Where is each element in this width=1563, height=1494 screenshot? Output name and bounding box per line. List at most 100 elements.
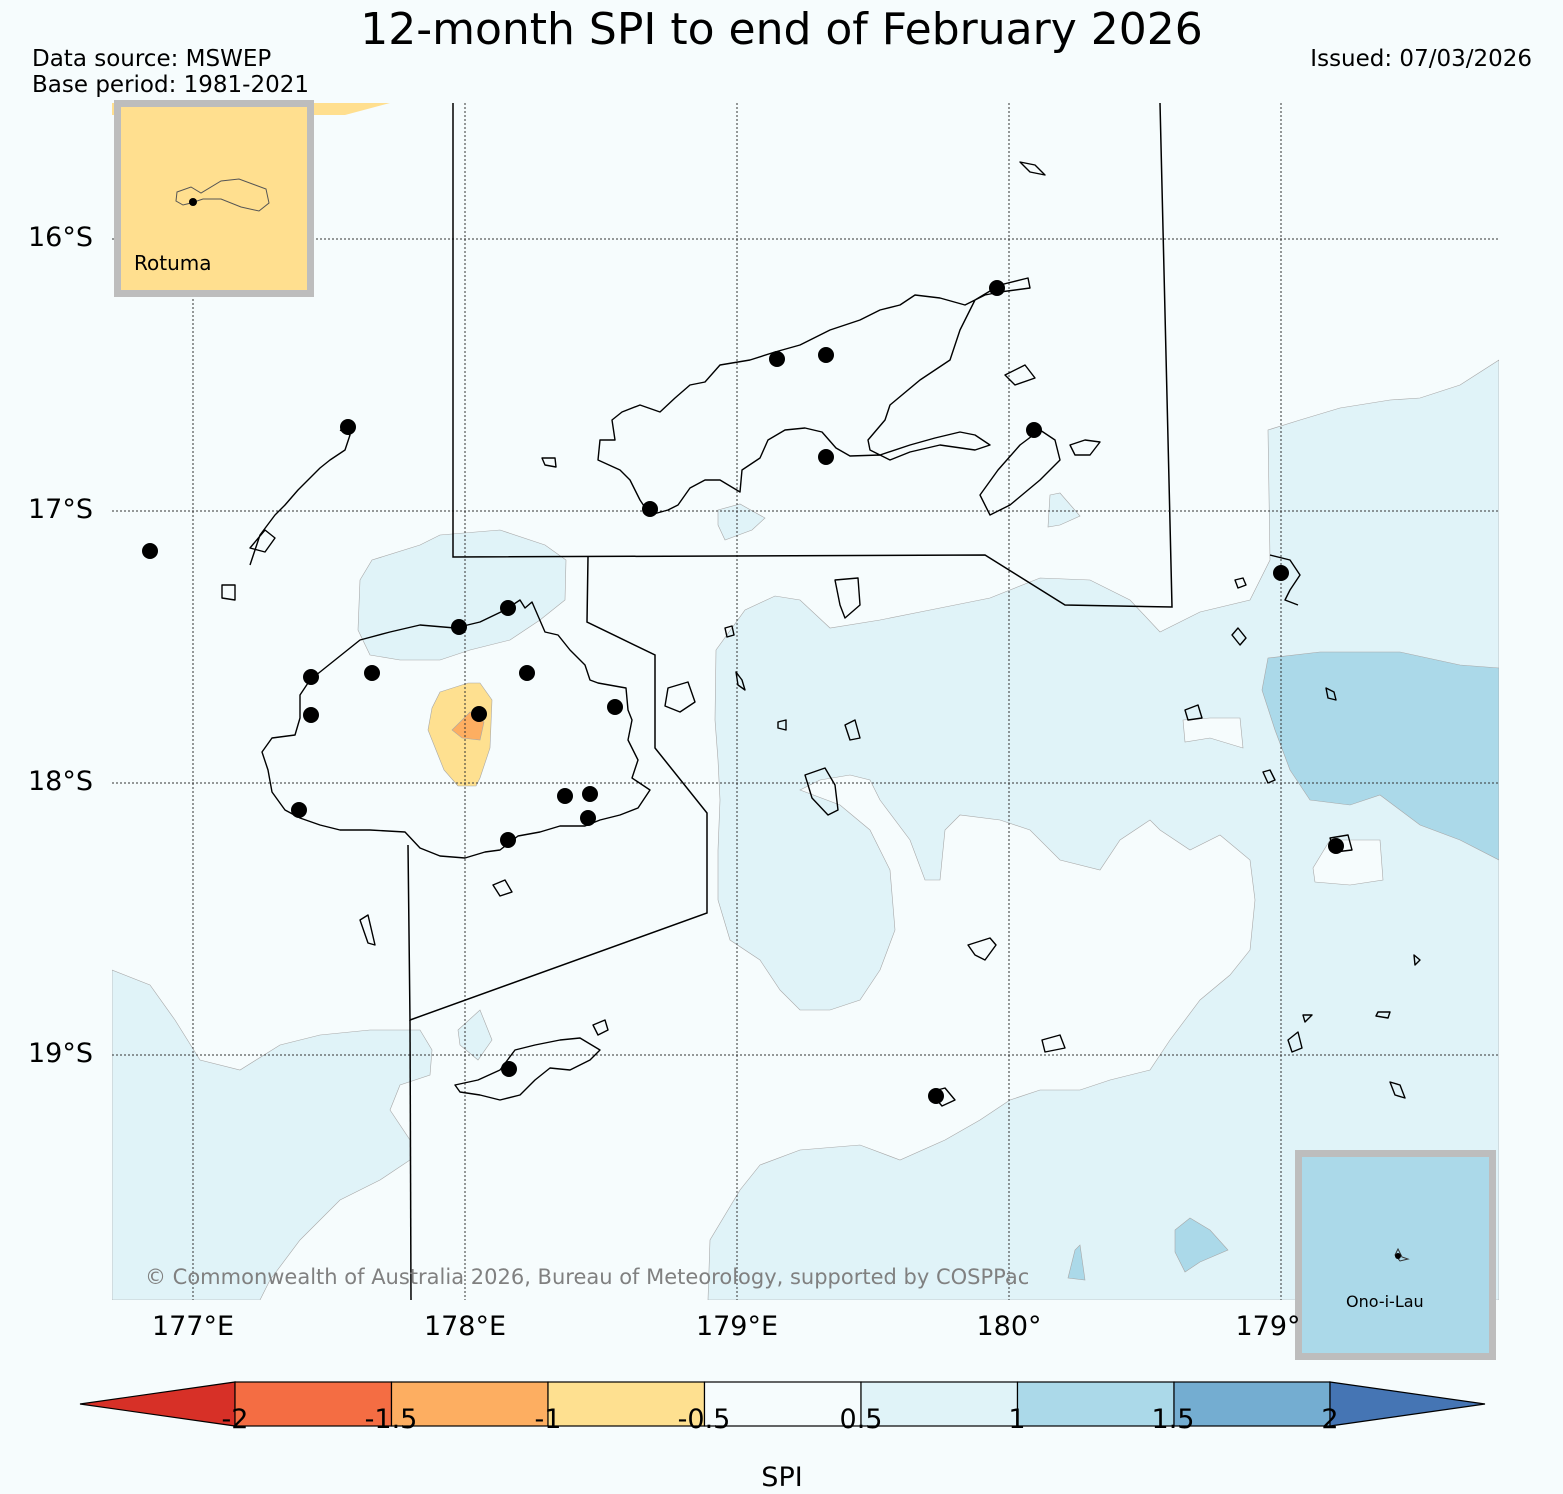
colorbar-bin xyxy=(390,1381,549,1427)
station-marker xyxy=(582,786,598,802)
colorbar-bin xyxy=(860,1381,1019,1427)
region-hole-1 xyxy=(1182,717,1244,749)
station-marker xyxy=(364,665,380,681)
rotuma-island-outline xyxy=(175,178,270,212)
division-boundaries xyxy=(407,103,1173,1300)
colorbar-tick: 1 xyxy=(1008,1404,1026,1435)
coast-taveuni xyxy=(979,429,1061,516)
station-marker xyxy=(142,543,158,559)
coast-islet-4 xyxy=(1004,364,1036,386)
station-markers xyxy=(142,280,1344,1104)
coast-islet-8 xyxy=(1287,1031,1303,1053)
coast-islet-3 xyxy=(1069,439,1101,456)
coast-islet-10 xyxy=(1325,687,1337,701)
coast-islet-5 xyxy=(221,584,236,601)
colorbar-tick: -2 xyxy=(221,1404,249,1435)
station-marker xyxy=(1026,422,1042,438)
colorbar-bin xyxy=(547,1381,706,1427)
coast-islet-9 xyxy=(1389,1081,1406,1099)
station-marker xyxy=(500,832,516,848)
lon-label: 178°E xyxy=(423,1311,507,1342)
coast-islet-14 xyxy=(1302,1014,1313,1023)
coast-vatulele xyxy=(359,914,376,946)
coast-islet-7 xyxy=(592,1019,609,1036)
lon-label: 177°E xyxy=(151,1311,235,1342)
coast-islet-6 xyxy=(735,671,746,691)
spi-wet-medium-regions xyxy=(1067,651,1499,1281)
colorbar-bin xyxy=(234,1381,393,1427)
region-far-east-wet xyxy=(1261,651,1499,861)
colorbar-tick: 2 xyxy=(1321,1404,1339,1435)
coast-yasawa xyxy=(249,429,351,566)
station-marker xyxy=(557,788,573,804)
colorbar-bin xyxy=(703,1381,862,1427)
station-marker xyxy=(1328,838,1344,854)
station-marker xyxy=(642,501,658,517)
ono-i-lau-inset: Ono-i-Lau xyxy=(1295,1150,1496,1360)
colorbar-tick: -1 xyxy=(534,1404,562,1435)
lat-label: 19°S xyxy=(28,1038,93,1069)
coast-islet-2 xyxy=(1019,161,1046,176)
station-marker xyxy=(928,1088,944,1104)
region-koro-patch xyxy=(717,503,766,541)
coast-totoya xyxy=(1041,1034,1066,1053)
coast-islet-15 xyxy=(1234,577,1247,589)
station-marker xyxy=(580,810,596,826)
coastlines xyxy=(221,161,1421,1107)
coast-islet-12 xyxy=(1413,954,1421,966)
coast-batiki xyxy=(844,719,861,741)
coast-naitauba xyxy=(1184,704,1203,721)
lon-label: 179° xyxy=(1235,1311,1301,1342)
lat-label: 16°S xyxy=(28,222,93,253)
graticule xyxy=(112,103,1499,1300)
coast-gau xyxy=(804,767,839,816)
coast-cicia xyxy=(1231,627,1247,646)
station-marker xyxy=(818,449,834,465)
coast-islet-1 xyxy=(541,457,557,468)
region-kadavu-patch xyxy=(457,1009,493,1061)
lat-label: 18°S xyxy=(28,766,93,797)
station-marker xyxy=(291,802,307,818)
base-period-text: Base period: 1981-2021 xyxy=(32,72,310,98)
coast-islet-16 xyxy=(724,625,735,638)
data-source-block: Data source: MSWEP Base period: 1981-202… xyxy=(32,46,309,98)
coast-ovalau xyxy=(664,681,696,713)
station-marker xyxy=(818,347,834,363)
coast-beqa xyxy=(492,879,513,897)
colorbar-tick: -0.5 xyxy=(677,1404,731,1435)
station-marker xyxy=(340,419,356,435)
station-marker xyxy=(471,706,487,722)
lon-label: 180° xyxy=(976,1311,1042,1342)
region-lau-patch xyxy=(1047,492,1081,528)
rotuma-label: Rotuma xyxy=(134,251,212,275)
coast-koro xyxy=(834,577,861,619)
colorbar-tick: 0.5 xyxy=(839,1404,883,1435)
colorbar-extend-high xyxy=(1329,1381,1486,1427)
issued-date: Issued: 07/03/2026 xyxy=(1310,46,1532,72)
coast-islet-13 xyxy=(1375,1011,1391,1019)
colorbar-extend-low xyxy=(79,1381,236,1427)
coast-vanua-levu xyxy=(597,277,1031,516)
data-source-text: Data source: MSWEP xyxy=(32,46,272,72)
ono-i-lau-island-outline xyxy=(1394,1247,1410,1262)
station-marker xyxy=(1273,565,1289,581)
lon-label: 179°E xyxy=(695,1311,779,1342)
colorbar-bin xyxy=(1173,1381,1331,1427)
station-marker xyxy=(500,600,516,616)
colorbar-tick: 1.5 xyxy=(1151,1404,1195,1435)
coast-kadavu xyxy=(454,1037,601,1101)
coast-moala xyxy=(967,937,997,961)
rotuma-inset: Rotuma xyxy=(114,100,314,297)
colorbar-tick: -1.5 xyxy=(364,1404,418,1435)
region-east-central xyxy=(707,359,1499,1300)
region-south-wet xyxy=(1174,1217,1229,1273)
coast-vanua-balavu xyxy=(1269,554,1301,606)
lat-label: 17°S xyxy=(28,494,93,525)
station-marker xyxy=(769,351,785,367)
colorbar xyxy=(79,1381,1486,1427)
coast-viti-levu xyxy=(261,599,651,859)
station-marker xyxy=(607,699,623,715)
copyright-notice: © Commonwealth of Australia 2026, Bureau… xyxy=(145,1265,1030,1289)
station-marker xyxy=(451,619,467,635)
